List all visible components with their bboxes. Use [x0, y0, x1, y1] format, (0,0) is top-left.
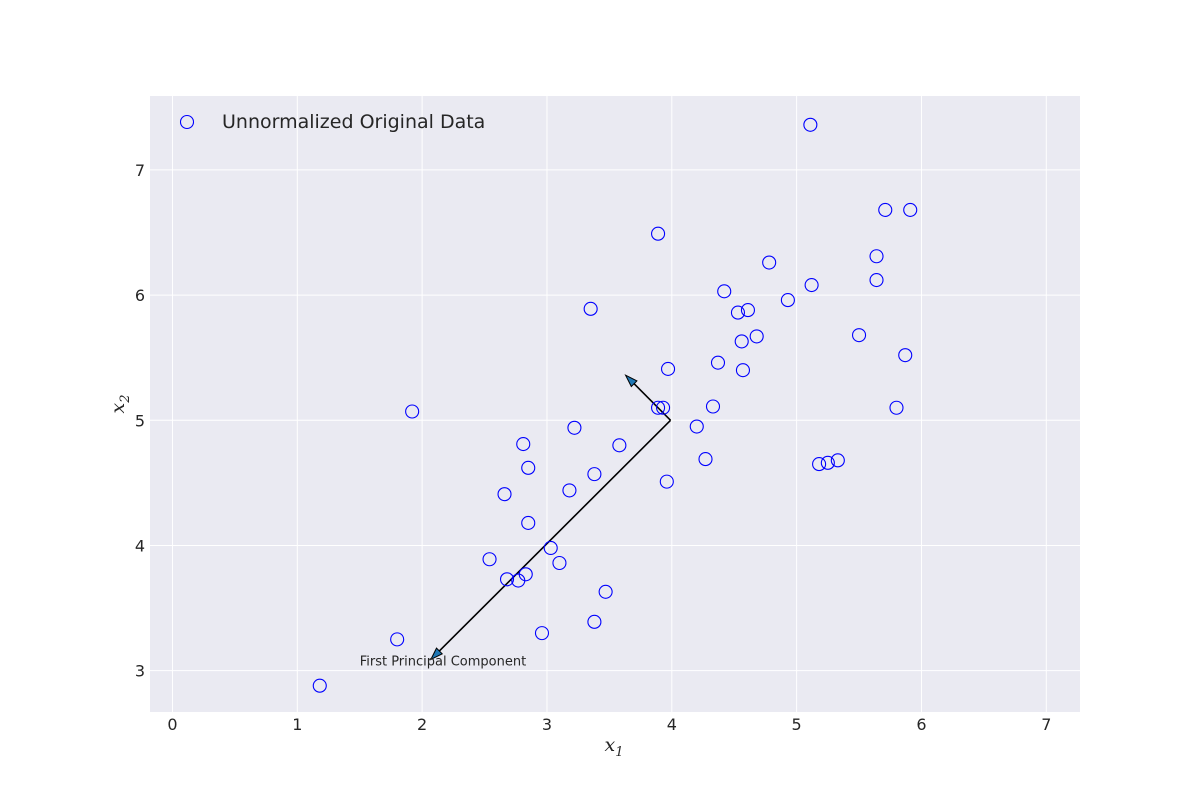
y-axis-label: x2 [107, 395, 133, 414]
x-tick-label: 7 [1041, 715, 1051, 734]
principal-component-arrows [429, 374, 672, 661]
arrow-head [624, 374, 638, 388]
data-point [889, 400, 904, 415]
x-tick-label: 0 [167, 715, 177, 734]
data-point [710, 355, 726, 370]
data-point [497, 487, 512, 502]
y-tick-label: 5 [135, 411, 145, 430]
data-point [552, 555, 567, 571]
data-point [705, 399, 721, 414]
data-point [612, 438, 627, 453]
x-tick-label: 2 [417, 715, 427, 734]
y-tick-label: 4 [135, 536, 145, 555]
data-point [651, 226, 666, 241]
data-point [749, 329, 764, 344]
data-point [516, 437, 531, 452]
data-point [740, 303, 755, 318]
data-point [878, 202, 893, 217]
y-tick-label: 7 [135, 161, 145, 180]
x-axis-label: x1 [605, 734, 624, 760]
x-tick-label: 3 [542, 715, 552, 734]
legend: Unnormalized Original Data [179, 111, 485, 133]
data-point [390, 632, 405, 647]
data-point [717, 284, 732, 299]
data-point [869, 249, 884, 264]
data-point [521, 515, 536, 530]
data-point [534, 626, 550, 641]
data-point [903, 202, 918, 217]
first-principal-component-label: First Principal Component [360, 655, 527, 670]
data-point [312, 678, 327, 693]
legend-label: Unnormalized Original Data [222, 111, 485, 133]
data-point [869, 272, 884, 288]
legend-marker [179, 114, 195, 130]
data-point [587, 467, 602, 482]
data-point [543, 540, 558, 556]
arrow-head [429, 647, 444, 661]
data-point [851, 328, 867, 343]
data-point [567, 420, 582, 435]
y-tick-label: 6 [135, 286, 145, 305]
data-point [804, 278, 819, 293]
x-tick-label: 1 [292, 715, 302, 734]
data-point [656, 400, 671, 415]
data-point [651, 400, 666, 415]
data-point [598, 584, 613, 599]
data-point [698, 452, 713, 467]
data-point [780, 293, 795, 308]
grid-lines [150, 96, 1080, 712]
data-point [562, 483, 577, 498]
y-tick-label: 3 [135, 662, 145, 681]
data-point [820, 455, 835, 470]
data-point [730, 305, 746, 320]
data-point [587, 614, 602, 629]
y-tick-labels: 3 4 5 6 7 [135, 161, 145, 681]
data-point [898, 348, 913, 363]
data-point [583, 301, 598, 316]
data-point [734, 334, 749, 349]
data-point [762, 255, 777, 270]
data-points [312, 117, 918, 693]
data-point [405, 404, 420, 419]
data-point [518, 567, 533, 582]
data-point [830, 453, 845, 468]
x-tick-label: 5 [792, 715, 802, 734]
data-point [689, 419, 704, 434]
x-tick-label: 4 [667, 715, 677, 734]
data-point [499, 572, 515, 587]
data-point [661, 361, 676, 376]
first-component-arrow [438, 419, 672, 652]
data-point [735, 363, 751, 378]
data-point [521, 460, 536, 475]
x-tick-labels: 0 1 2 3 4 5 6 7 [167, 715, 1051, 734]
data-point [812, 457, 827, 472]
data-point [659, 474, 674, 489]
x-tick-label: 6 [916, 715, 926, 734]
data-point [482, 552, 497, 567]
data-point [803, 117, 818, 132]
plot-area [150, 96, 1080, 712]
